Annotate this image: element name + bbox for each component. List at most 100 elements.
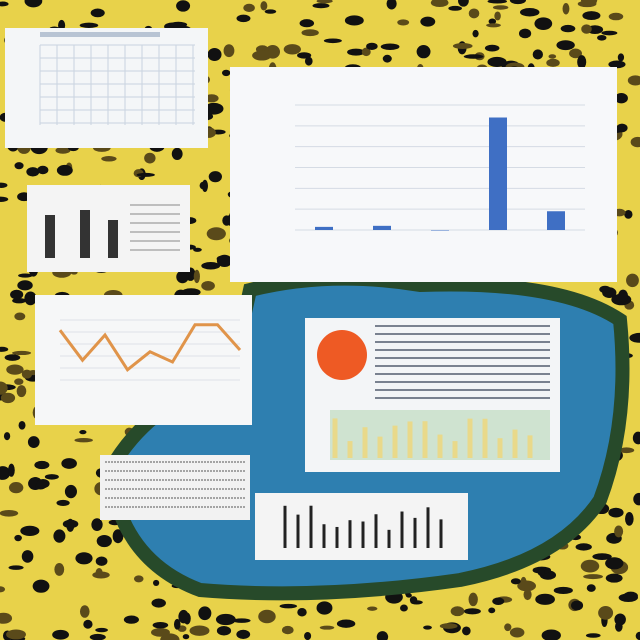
spot xyxy=(484,44,500,52)
spot xyxy=(201,261,221,270)
spot xyxy=(10,289,24,300)
spot xyxy=(635,631,640,640)
spot xyxy=(380,43,400,50)
spot xyxy=(546,58,560,67)
spot xyxy=(316,601,333,615)
spot xyxy=(0,612,13,624)
spot xyxy=(95,567,103,578)
spot xyxy=(14,534,22,542)
spot xyxy=(215,613,236,626)
spot xyxy=(560,24,576,33)
spot xyxy=(376,631,389,640)
spot xyxy=(304,631,312,640)
spot xyxy=(281,625,294,635)
spot xyxy=(208,171,222,183)
spot xyxy=(222,215,232,226)
spot xyxy=(510,578,521,585)
spot xyxy=(12,350,32,356)
spot xyxy=(632,431,640,445)
spot xyxy=(366,42,378,50)
spot xyxy=(123,615,139,624)
spot xyxy=(581,24,592,34)
spot xyxy=(6,629,26,640)
spot xyxy=(54,563,65,576)
spot xyxy=(535,593,555,605)
spot xyxy=(178,609,189,624)
spot xyxy=(32,579,50,593)
panel-line-chart xyxy=(35,295,252,425)
spot xyxy=(494,11,501,21)
spot xyxy=(221,69,231,77)
spot xyxy=(509,0,527,5)
spot xyxy=(630,136,640,148)
spot xyxy=(409,596,418,604)
spot xyxy=(301,29,319,37)
spot xyxy=(629,332,640,343)
spot xyxy=(541,629,561,640)
spot xyxy=(79,429,87,435)
spot xyxy=(24,0,43,8)
spot xyxy=(56,164,73,176)
spot xyxy=(623,591,638,601)
spot xyxy=(0,182,8,188)
spot xyxy=(577,55,587,69)
deco-bar xyxy=(80,210,90,258)
spot xyxy=(79,605,90,618)
line-series xyxy=(58,323,242,373)
spot xyxy=(487,56,507,68)
spot xyxy=(236,629,251,640)
spot xyxy=(458,0,469,7)
spot xyxy=(236,14,251,23)
spot xyxy=(198,606,212,621)
spot xyxy=(96,534,112,548)
spot xyxy=(617,53,625,62)
spot xyxy=(562,3,570,15)
spot xyxy=(151,598,166,608)
bar xyxy=(431,230,449,231)
spot xyxy=(91,518,103,531)
spot xyxy=(534,17,553,31)
spot xyxy=(20,525,40,537)
spot xyxy=(548,54,557,59)
deco-bar xyxy=(45,215,55,258)
spot xyxy=(8,565,24,570)
spot xyxy=(176,0,191,12)
bar xyxy=(373,225,391,230)
spot xyxy=(216,254,233,268)
spot xyxy=(58,19,66,31)
spot xyxy=(468,8,480,19)
spot xyxy=(405,593,412,598)
spot xyxy=(397,19,410,26)
spot xyxy=(583,574,603,580)
spot xyxy=(14,378,24,385)
spot xyxy=(297,608,307,617)
spot xyxy=(62,519,79,529)
spot xyxy=(420,16,436,27)
spot xyxy=(258,609,276,624)
spot xyxy=(608,12,624,21)
spot xyxy=(463,54,484,59)
spot xyxy=(204,94,219,103)
spot xyxy=(492,5,509,10)
spot xyxy=(112,529,124,544)
spot xyxy=(0,196,9,202)
spot xyxy=(74,438,93,443)
spot xyxy=(24,291,37,306)
panel-main-chart xyxy=(230,67,617,282)
spot xyxy=(580,0,598,7)
spot xyxy=(614,613,626,626)
spot xyxy=(207,48,222,62)
spot xyxy=(216,626,232,636)
spot xyxy=(486,23,501,28)
spot xyxy=(504,623,512,632)
spot xyxy=(171,147,183,160)
spot xyxy=(463,608,481,615)
spot xyxy=(182,634,190,640)
spot xyxy=(618,447,635,454)
spot xyxy=(152,621,169,629)
panel-top-left xyxy=(5,28,208,148)
spot xyxy=(34,460,50,470)
spot xyxy=(532,49,543,60)
